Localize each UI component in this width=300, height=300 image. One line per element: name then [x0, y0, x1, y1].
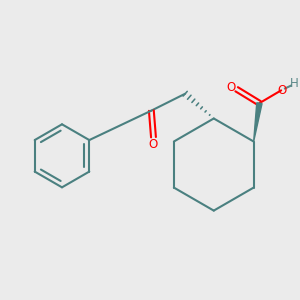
Text: H: H: [290, 76, 299, 90]
Polygon shape: [254, 103, 262, 142]
Text: O: O: [278, 84, 287, 97]
Text: O: O: [226, 81, 236, 94]
Text: O: O: [149, 138, 158, 151]
